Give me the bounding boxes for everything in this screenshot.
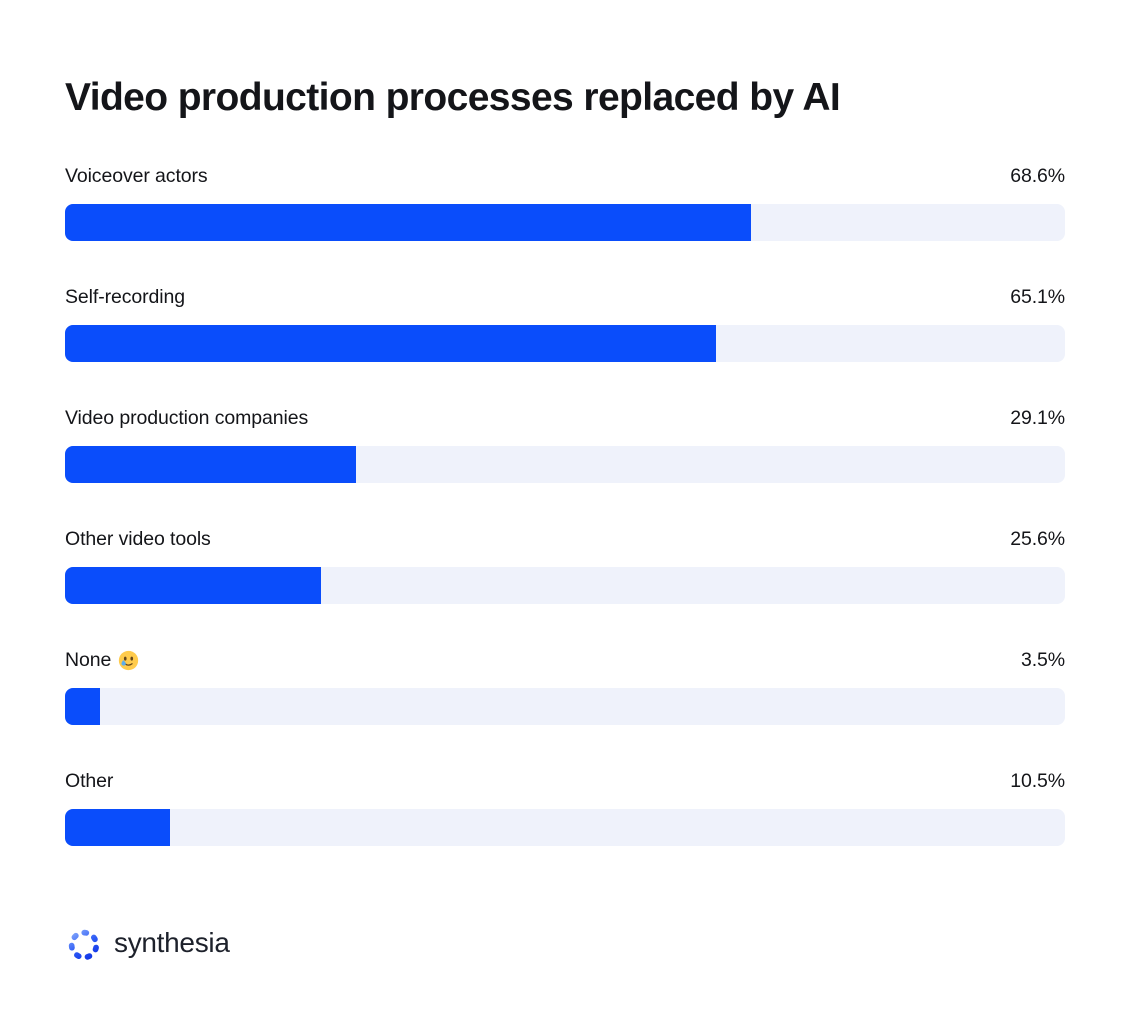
chart-row: None 3.5% [65, 648, 1065, 725]
chart-row: Other video tools 25.6% [65, 527, 1065, 604]
row-header: Self-recording 65.1% [65, 285, 1065, 311]
bar-track [65, 203, 1065, 241]
category-label: Other video tools [65, 528, 211, 551]
row-header: Voiceover actors 68.6% [65, 164, 1065, 190]
value-label: 65.1% [1010, 286, 1065, 309]
category-label-text: Voiceover actors [65, 165, 208, 188]
bar-track [65, 687, 1065, 725]
chart-row: Self-recording 65.1% [65, 285, 1065, 362]
smiling-face-with-tear-emoji [118, 650, 139, 671]
value-label: 29.1% [1010, 407, 1065, 430]
category-label: Voiceover actors [65, 165, 208, 188]
bar-track [65, 324, 1065, 362]
bar-track [65, 808, 1065, 846]
value-label: 68.6% [1010, 165, 1065, 188]
category-label-text: Other [65, 770, 114, 793]
value-label: 25.6% [1010, 528, 1065, 551]
category-label: Self-recording [65, 286, 185, 309]
bar-fill [65, 808, 170, 846]
category-label-text: None [65, 649, 112, 672]
category-label-text: Video production companies [65, 407, 309, 430]
bar-fill [65, 566, 321, 604]
category-label: None [65, 649, 139, 672]
chart-title: Video production processes replaced by A… [65, 76, 841, 119]
category-label-text: Self-recording [65, 286, 185, 309]
chart-row: Voiceover actors 68.6% [65, 164, 1065, 241]
row-header: None 3.5% [65, 648, 1065, 674]
row-header: Other video tools 25.6% [65, 527, 1065, 553]
category-label: Video production companies [65, 407, 308, 430]
category-label-text: Other video tools [65, 528, 211, 551]
category-label: Other [65, 770, 113, 793]
brand-footer: synthesia [65, 926, 1065, 964]
bar-fill [65, 687, 100, 725]
bar-chart: Voiceover actors 68.6% [65, 164, 1065, 846]
row-header: Video production companies 29.1% [65, 406, 1065, 432]
brand-wordmark: synthesia [114, 926, 230, 958]
bar-fill [65, 445, 356, 483]
value-label: 3.5% [1020, 649, 1065, 672]
bar-fill [65, 203, 751, 241]
row-header: Other 10.5% [65, 769, 1065, 795]
bar-fill [65, 324, 716, 362]
bar-track [65, 566, 1065, 604]
bar-track [65, 445, 1065, 483]
value-label: 10.5% [1010, 770, 1065, 793]
chart-row: Other 10.5% [65, 769, 1065, 846]
synthesia-ring-logo-icon [68, 929, 100, 960]
chart-row: Video production companies 29.1% [65, 406, 1065, 483]
